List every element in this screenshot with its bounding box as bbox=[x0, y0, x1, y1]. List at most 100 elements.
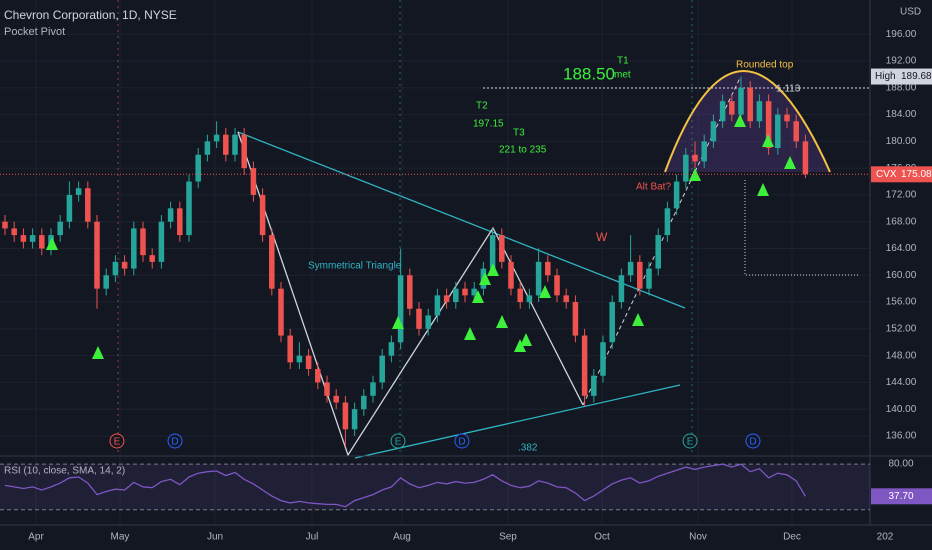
annotation: Symmetrical Triangle bbox=[308, 261, 402, 272]
high-tag bbox=[871, 68, 932, 85]
candle-body bbox=[397, 275, 404, 343]
candle-body bbox=[554, 275, 560, 296]
candle-body bbox=[793, 121, 799, 142]
pivot-marker bbox=[539, 285, 551, 298]
annotation: 197.15 bbox=[473, 119, 504, 130]
last-price-tag bbox=[871, 166, 932, 183]
candle-body bbox=[517, 288, 523, 303]
pivot-marker bbox=[392, 316, 404, 329]
candle-body bbox=[370, 382, 376, 396]
candle-body bbox=[683, 154, 689, 182]
y-tick-label: 192.00 bbox=[886, 56, 917, 67]
pivot-marker bbox=[46, 237, 58, 250]
pivot-marker bbox=[632, 313, 644, 326]
candle-body bbox=[158, 221, 165, 262]
y-tick-label: 172.00 bbox=[886, 190, 917, 201]
candle-body bbox=[655, 235, 661, 269]
event-label: D bbox=[171, 437, 178, 448]
event-marker bbox=[682, 433, 698, 449]
pivot-marker bbox=[784, 156, 796, 169]
x-tick-label: Oct bbox=[594, 532, 610, 543]
rsi-line bbox=[4, 463, 806, 508]
annotation: T1 bbox=[617, 56, 629, 67]
pivot-marker bbox=[762, 134, 774, 147]
annotation: met bbox=[614, 70, 631, 81]
candle-body bbox=[545, 261, 551, 276]
candle-body bbox=[140, 228, 146, 256]
x-tick-label: Aug bbox=[393, 532, 411, 543]
candle-body bbox=[489, 235, 496, 269]
candle-body bbox=[701, 141, 707, 162]
y-tick-label: 180.00 bbox=[886, 136, 917, 147]
candle-body bbox=[802, 141, 809, 175]
candle-body bbox=[499, 235, 505, 262]
candle-body bbox=[324, 382, 330, 396]
pivot-marker bbox=[487, 263, 499, 276]
pivot-marker bbox=[734, 114, 746, 127]
pivot-marker bbox=[757, 183, 769, 196]
event-marker bbox=[390, 433, 406, 449]
candle-body bbox=[563, 295, 569, 303]
candle-body bbox=[756, 101, 763, 122]
candle-body bbox=[572, 302, 579, 336]
candle-body bbox=[618, 275, 625, 303]
annotation: 188.50 bbox=[563, 64, 615, 83]
candle-body bbox=[351, 409, 358, 430]
candle-body bbox=[379, 355, 385, 383]
annotation: T2 bbox=[476, 101, 488, 112]
event-marker bbox=[167, 433, 183, 449]
pivot-marker bbox=[472, 290, 484, 303]
pocket-pivots bbox=[46, 114, 796, 359]
event-marker bbox=[109, 433, 125, 449]
rsi-pane: 80.00 37.70 bbox=[0, 459, 932, 511]
candle-body bbox=[388, 342, 395, 356]
annotation: W bbox=[596, 230, 608, 244]
x-tick-label: Jun bbox=[207, 532, 223, 543]
candle-body bbox=[167, 208, 174, 222]
candle-body bbox=[94, 221, 100, 289]
candle-body bbox=[57, 221, 63, 236]
y-tick-label: 152.00 bbox=[886, 323, 917, 334]
x-tick-label: 202 bbox=[877, 532, 894, 543]
last-price-value: 175.08 bbox=[901, 169, 932, 180]
candle-body bbox=[241, 134, 247, 169]
candle-body bbox=[581, 335, 588, 396]
candle-body bbox=[195, 154, 201, 182]
candle-body bbox=[765, 101, 772, 149]
x-tick-label: Dec bbox=[783, 532, 801, 543]
pivot-marker bbox=[496, 315, 508, 328]
candle-body bbox=[646, 268, 652, 289]
rsi-value-label: 37.70 bbox=[888, 491, 913, 502]
x-tick-label: Nov bbox=[689, 532, 707, 543]
currency: USD bbox=[900, 7, 921, 18]
candle-body bbox=[259, 194, 266, 236]
candle-body bbox=[2, 221, 8, 229]
candle-body bbox=[20, 235, 27, 242]
event-label: D bbox=[458, 437, 465, 448]
candle-body bbox=[627, 261, 634, 276]
candle-body bbox=[664, 208, 671, 236]
x-tick-label: Sep bbox=[499, 532, 517, 543]
candle-body bbox=[738, 87, 744, 115]
event-label: D bbox=[749, 437, 756, 448]
candle-body bbox=[692, 154, 698, 162]
y-tick-label: 184.00 bbox=[886, 109, 917, 120]
pivot-marker bbox=[514, 339, 526, 352]
candle-body bbox=[342, 402, 349, 430]
candle-body bbox=[39, 235, 45, 249]
candle-body bbox=[591, 375, 597, 396]
candle-body bbox=[609, 302, 615, 343]
zigzag bbox=[237, 131, 584, 457]
candle-body bbox=[747, 87, 753, 122]
candle-body bbox=[287, 335, 293, 363]
candle-body bbox=[213, 134, 220, 142]
annotation: .382 bbox=[518, 443, 538, 454]
candle-body bbox=[719, 101, 726, 122]
rsi-value-tag bbox=[871, 488, 932, 505]
candle-body bbox=[121, 261, 128, 269]
candle-body bbox=[361, 395, 367, 410]
y-tick-label: 140.00 bbox=[886, 404, 917, 415]
x-tick-label: Jul bbox=[306, 532, 319, 543]
candle-body bbox=[177, 208, 183, 236]
